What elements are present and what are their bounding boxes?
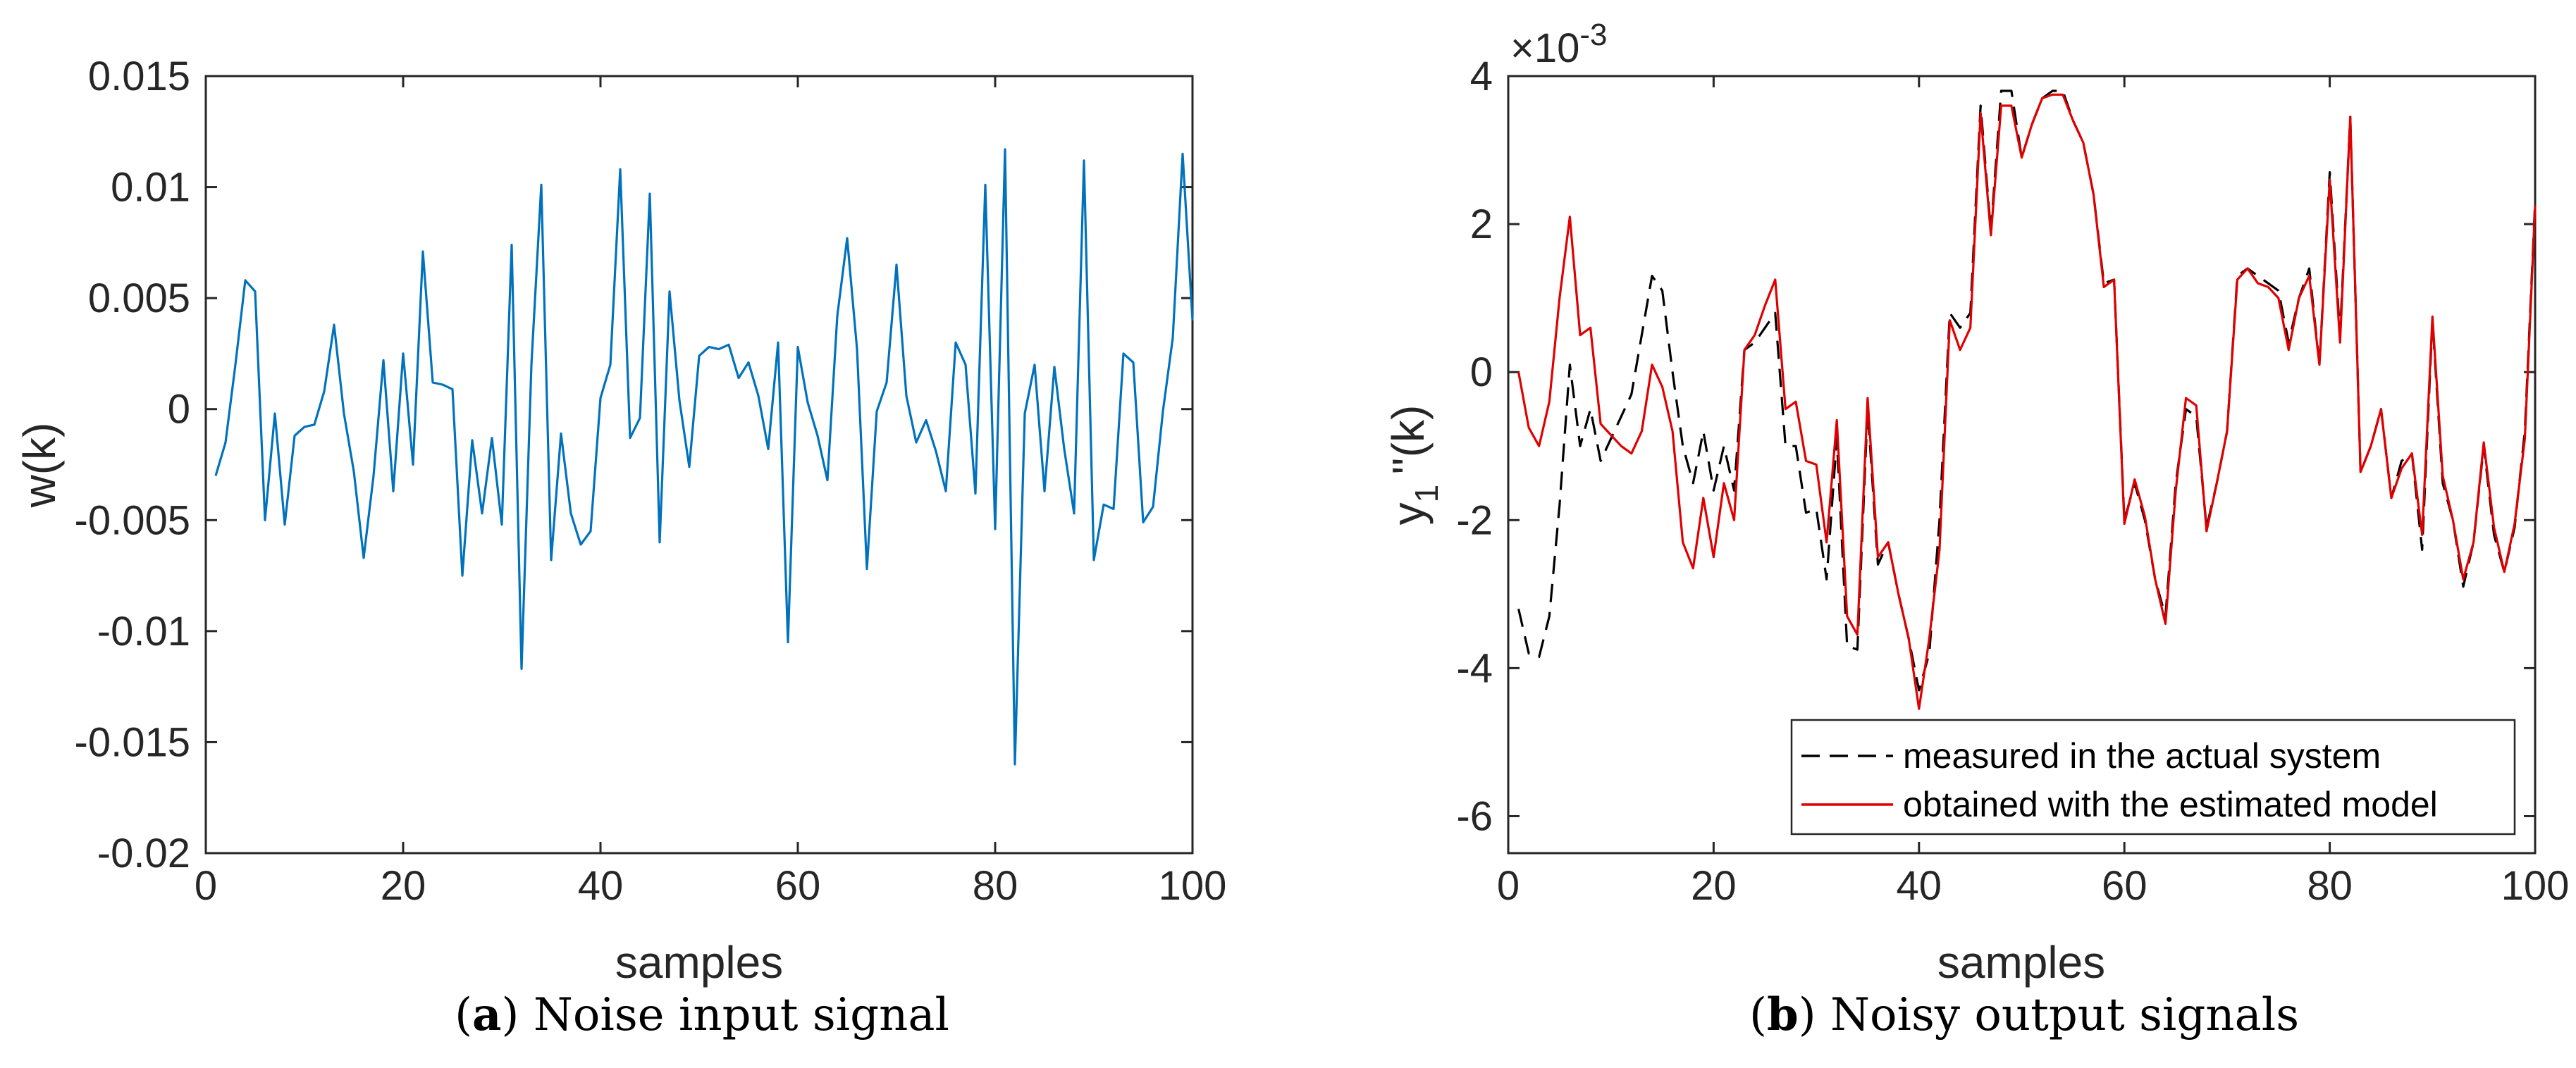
x-tick-labels-b: 0 20 40 60 80 100	[1497, 863, 2570, 909]
y-label-main: y	[1383, 502, 1434, 525]
y-tick-label: 0.015	[88, 54, 190, 99]
series-line-model	[1517, 93, 2537, 710]
y-tick-labels-a: 0.015 0.01 0.005 0 -0.005 -0.01 -0.015 -0.02	[75, 54, 190, 876]
x-tick-label: 20	[381, 863, 426, 909]
tick-marks-a	[204, 75, 1194, 855]
series-line-noise	[214, 148, 1194, 766]
x-tick-label: 20	[1691, 863, 1737, 909]
x-tick-label: 0	[1497, 863, 1520, 909]
caption-a-letter: a	[472, 988, 501, 1041]
y-axis-label-a: w(k)	[14, 423, 65, 509]
x-axis-label-b: samples	[1937, 937, 2105, 988]
y-tick-label: -2	[1456, 497, 1493, 543]
caption-b-text: Noisy output signals	[1830, 989, 2299, 1041]
exponent-label-b: ×10-3	[1510, 18, 1608, 71]
y-tick-label: -0.01	[97, 609, 190, 654]
y-tick-label: -0.015	[75, 719, 190, 765]
exponent-base: ×10	[1510, 25, 1579, 71]
caption-b-letter: b	[1767, 988, 1799, 1041]
x-axis-label-a: samples	[615, 937, 783, 988]
y-label-sub: 1	[1408, 485, 1445, 503]
y-tick-label: 4	[1470, 54, 1493, 99]
x-tick-label: 60	[775, 863, 821, 909]
x-tick-label: 40	[1897, 863, 1942, 909]
series-group-b	[1517, 89, 2537, 710]
y-tick-label: -6	[1456, 793, 1493, 839]
y-tick-label: 0	[168, 387, 190, 433]
x-tick-label: 80	[973, 863, 1018, 909]
y-tick-label: -4	[1456, 645, 1493, 691]
caption-a: (a) Noise input signal	[455, 988, 949, 1041]
plot-area-a	[204, 75, 1194, 855]
x-tick-labels-a: 0 20 40 60 80 100	[195, 863, 1227, 909]
legend-label-measured: measured in the actual system	[1903, 736, 2381, 776]
noise-input-chart: 0 20 40 60 80 100 0.015 0.01 0.005 0 -0.005 -0.01 -…	[14, 54, 1226, 1041]
x-tick-label: 0	[195, 863, 217, 909]
y-tick-label: 2	[1470, 201, 1493, 247]
legend-label-model: obtained with the estimated model	[1903, 785, 2438, 824]
caption-b: (b) Noisy output signals	[1749, 988, 2299, 1041]
x-tick-label: 100	[1159, 863, 1227, 909]
legend-box	[1790, 719, 2516, 836]
y-tick-label: -0.02	[97, 831, 190, 876]
y-tick-label: 0	[1470, 349, 1493, 395]
y-tick-label: 0.005	[88, 275, 190, 321]
x-tick-label: 80	[2307, 863, 2353, 909]
y-tick-labels-b: 4 2 0 -2 -4 -6	[1456, 54, 1493, 839]
caption-a-text: Noise input signal	[534, 989, 949, 1041]
x-tick-label: 60	[2102, 863, 2147, 909]
y-axis-label-b: y1 ''(k)	[1383, 405, 1445, 526]
y-tick-label: -0.005	[75, 497, 190, 543]
x-tick-label: 100	[2501, 863, 2570, 909]
noisy-output-chart: 0 20 40 60 80 100 420-2-4-6 ×10-3 samples y1'…	[1383, 18, 2569, 1041]
legend: measured in the actual system obtained w…	[1790, 719, 2516, 836]
series-group-a	[214, 148, 1194, 766]
y-label-rest: ''(k)	[1383, 405, 1434, 475]
y-tick-label: 0.01	[111, 165, 190, 211]
x-tick-label: 40	[578, 863, 624, 909]
tick-marks-b	[1507, 75, 2537, 853]
exponent-power: -3	[1579, 18, 1607, 52]
